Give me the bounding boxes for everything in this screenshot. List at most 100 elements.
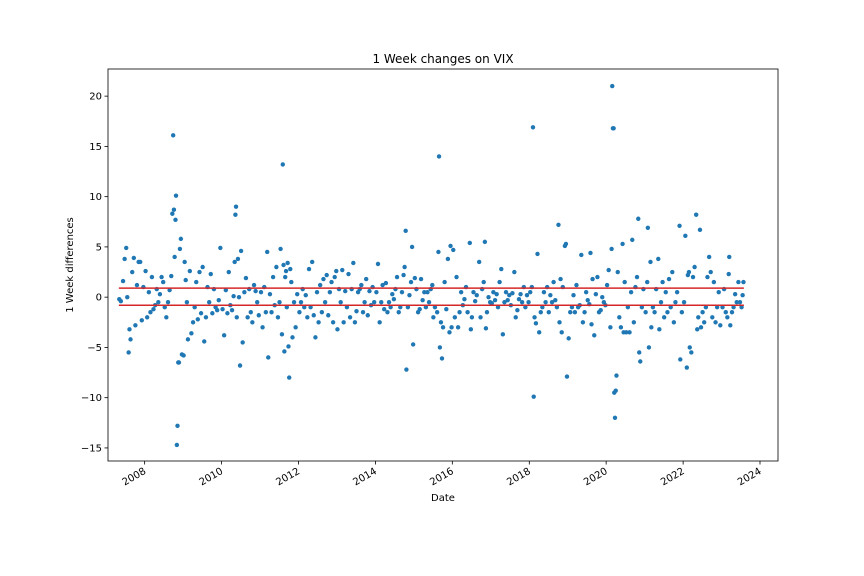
data-point	[692, 264, 697, 270]
data-point	[524, 292, 530, 298]
data-point	[183, 277, 188, 283]
data-point	[266, 355, 271, 360]
data-point	[512, 269, 517, 275]
data-point	[613, 388, 618, 393]
data-point	[559, 330, 564, 335]
data-point	[677, 223, 682, 228]
data-point	[608, 325, 613, 330]
data-point	[579, 252, 584, 258]
y-tick-label: 15	[89, 142, 102, 153]
data-point	[202, 339, 207, 344]
data-point	[442, 279, 447, 285]
data-point	[324, 272, 329, 278]
data-point	[622, 279, 627, 285]
data-point	[630, 237, 635, 243]
data-point	[533, 321, 539, 326]
data-point	[695, 327, 700, 332]
data-point	[569, 305, 575, 310]
reference-lines	[118, 287, 744, 306]
data-point	[700, 310, 705, 315]
data-point	[157, 291, 163, 297]
data-point	[638, 359, 643, 364]
data-point	[297, 310, 302, 315]
data-point	[634, 274, 640, 280]
data-point	[139, 318, 144, 323]
data-point	[574, 282, 579, 288]
data-point	[727, 254, 732, 260]
data-point	[697, 227, 703, 233]
data-point	[540, 305, 545, 310]
data-point	[216, 297, 221, 303]
data-point	[203, 315, 209, 320]
data-point	[192, 305, 197, 310]
data-point	[232, 259, 237, 265]
data-point	[645, 279, 650, 285]
data-point	[253, 288, 258, 294]
data-point	[159, 274, 164, 280]
data-point	[417, 307, 422, 312]
data-point	[231, 293, 236, 299]
data-point	[321, 276, 326, 282]
data-point	[236, 294, 242, 300]
data-point	[532, 315, 537, 320]
data-point	[510, 290, 515, 296]
data-point	[705, 274, 710, 280]
data-point	[198, 311, 204, 316]
data-point	[649, 325, 654, 330]
data-point	[481, 279, 486, 285]
y-tick-label: −5	[87, 343, 102, 354]
data-point	[612, 415, 618, 420]
chart-title: 1 Week changes on VIX	[372, 52, 513, 66]
data-point	[172, 254, 177, 260]
data-point	[255, 299, 260, 305]
data-point	[620, 241, 625, 247]
data-point	[409, 244, 415, 250]
data-point	[609, 246, 614, 252]
data-point	[229, 308, 235, 313]
x-axis-label: Date	[431, 493, 455, 504]
data-point	[474, 292, 479, 298]
data-point	[189, 331, 194, 336]
data-point	[126, 350, 131, 355]
data-point	[156, 299, 161, 305]
data-point	[194, 279, 199, 285]
data-point	[726, 271, 731, 277]
data-point	[185, 337, 191, 342]
data-point	[728, 323, 733, 328]
data-point	[432, 305, 438, 310]
data-point	[439, 356, 445, 361]
data-point	[618, 325, 624, 330]
data-point	[200, 264, 205, 270]
data-point	[518, 291, 523, 297]
data-point	[478, 315, 483, 320]
data-point	[221, 333, 227, 338]
data-point	[287, 375, 292, 380]
data-point	[732, 291, 738, 297]
data-point	[548, 292, 553, 298]
data-point	[725, 315, 730, 320]
data-point	[240, 340, 245, 345]
data-point	[263, 310, 269, 315]
data-point	[148, 310, 153, 315]
data-point	[274, 264, 279, 270]
data-point	[589, 322, 594, 327]
data-point	[558, 276, 563, 282]
data-point	[658, 299, 664, 305]
data-point	[223, 287, 229, 293]
data-point	[233, 212, 238, 217]
data-point	[588, 250, 593, 256]
data-point	[334, 268, 339, 274]
data-point	[235, 256, 241, 262]
data-point	[206, 299, 212, 305]
y-axis-label: 1 Week differences	[65, 217, 76, 313]
data-point	[720, 305, 725, 310]
data-point	[175, 423, 180, 429]
data-point	[684, 365, 690, 370]
data-point	[571, 292, 576, 298]
data-point	[340, 267, 345, 273]
data-point	[703, 305, 709, 310]
data-point	[723, 310, 728, 315]
data-point	[256, 313, 261, 318]
data-point	[133, 323, 138, 328]
data-point	[670, 269, 675, 275]
